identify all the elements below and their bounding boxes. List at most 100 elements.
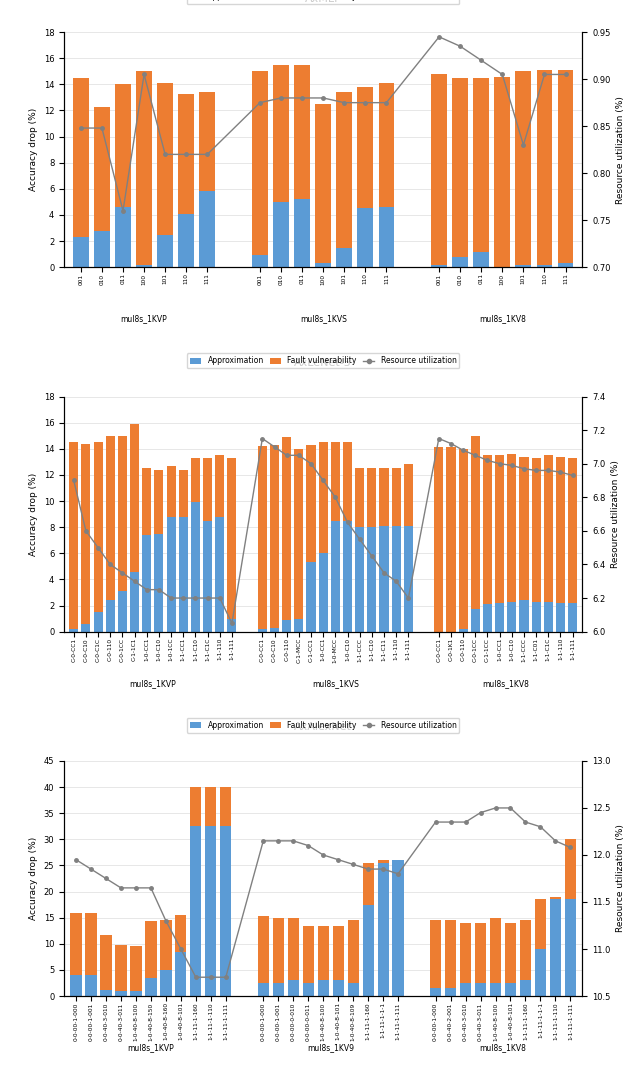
Bar bbox=[69, 629, 78, 632]
Y-axis label: Resource utilization (%): Resource utilization (%) bbox=[616, 95, 625, 203]
Bar bbox=[205, 826, 216, 996]
Title: AxAlexNet: AxAlexNet bbox=[294, 722, 352, 733]
Bar bbox=[564, 900, 576, 996]
Bar bbox=[160, 920, 172, 970]
Bar bbox=[70, 975, 82, 996]
Text: mul8s_1KV8: mul8s_1KV8 bbox=[483, 679, 529, 688]
Bar bbox=[85, 975, 97, 996]
Bar bbox=[294, 64, 310, 199]
Bar bbox=[544, 455, 553, 602]
Bar bbox=[190, 787, 202, 826]
Bar bbox=[495, 455, 504, 603]
Bar bbox=[337, 92, 352, 247]
Bar bbox=[460, 983, 471, 996]
Bar bbox=[258, 916, 269, 983]
Bar bbox=[317, 980, 329, 996]
Bar bbox=[273, 64, 289, 202]
Bar bbox=[362, 863, 374, 905]
Bar bbox=[142, 468, 151, 536]
Bar bbox=[331, 442, 340, 521]
Bar bbox=[287, 980, 299, 996]
Y-axis label: Accuracy drop (%): Accuracy drop (%) bbox=[29, 108, 38, 192]
Bar bbox=[136, 265, 152, 268]
Bar bbox=[179, 470, 188, 516]
Bar bbox=[474, 252, 489, 268]
Bar bbox=[333, 925, 344, 980]
Bar bbox=[459, 629, 468, 632]
Bar bbox=[544, 602, 553, 632]
Bar bbox=[294, 619, 303, 632]
Bar bbox=[431, 74, 447, 265]
Bar bbox=[157, 84, 173, 235]
Bar bbox=[130, 572, 139, 632]
Bar bbox=[317, 925, 329, 980]
Bar bbox=[490, 983, 501, 996]
Bar bbox=[220, 826, 232, 996]
Text: mul8s_1KVS: mul8s_1KVS bbox=[312, 679, 359, 688]
Y-axis label: Resource utilization (%): Resource utilization (%) bbox=[611, 461, 620, 568]
Bar bbox=[273, 202, 289, 268]
Bar bbox=[175, 952, 186, 996]
Bar bbox=[557, 70, 573, 263]
Bar bbox=[282, 437, 291, 620]
Legend: Approximation, Fault vulnerability, Resource utilization: Approximation, Fault vulnerability, Reso… bbox=[187, 353, 460, 368]
Bar bbox=[343, 521, 352, 632]
Text: mul8s_1KVP: mul8s_1KVP bbox=[121, 314, 168, 323]
Bar bbox=[520, 456, 529, 600]
Bar bbox=[73, 237, 89, 268]
Bar bbox=[435, 448, 444, 632]
Bar bbox=[205, 787, 216, 826]
Bar bbox=[483, 455, 492, 604]
Bar bbox=[131, 947, 141, 991]
Bar bbox=[536, 265, 552, 268]
Text: mul8s_1KV9: mul8s_1KV9 bbox=[307, 1043, 354, 1052]
Bar bbox=[215, 516, 225, 632]
Bar bbox=[93, 612, 102, 632]
Bar bbox=[118, 436, 127, 591]
Bar bbox=[220, 787, 232, 826]
Bar bbox=[252, 72, 268, 256]
Title: AxLeNet-5: AxLeNet-5 bbox=[294, 358, 352, 368]
Bar bbox=[505, 923, 516, 983]
Bar bbox=[287, 918, 299, 980]
Bar bbox=[508, 454, 516, 602]
Bar bbox=[378, 207, 394, 268]
Text: mul8s_1KVS: mul8s_1KVS bbox=[300, 314, 347, 323]
Bar bbox=[532, 458, 541, 602]
Bar bbox=[362, 905, 374, 996]
Bar bbox=[94, 107, 110, 230]
Bar bbox=[73, 78, 89, 237]
Bar bbox=[520, 920, 531, 980]
Bar bbox=[378, 860, 388, 863]
Bar bbox=[392, 526, 401, 632]
Bar bbox=[343, 442, 352, 521]
Bar bbox=[475, 923, 486, 983]
Bar bbox=[445, 920, 456, 989]
Bar bbox=[568, 603, 577, 632]
Bar bbox=[303, 925, 314, 983]
Bar bbox=[270, 444, 279, 628]
Bar bbox=[130, 424, 139, 572]
Bar bbox=[227, 619, 237, 632]
Bar bbox=[258, 983, 269, 996]
Bar bbox=[358, 87, 373, 209]
Bar bbox=[495, 603, 504, 632]
Bar bbox=[307, 562, 316, 632]
Bar bbox=[348, 983, 359, 996]
Bar bbox=[93, 442, 102, 612]
Bar bbox=[515, 265, 531, 268]
Bar bbox=[564, 840, 576, 900]
Bar bbox=[179, 516, 188, 632]
Bar bbox=[505, 983, 516, 996]
Text: mul8s_1KVP: mul8s_1KVP bbox=[127, 1043, 174, 1052]
Bar bbox=[556, 456, 565, 603]
Bar bbox=[273, 918, 284, 983]
Bar bbox=[106, 600, 115, 632]
Bar bbox=[200, 92, 215, 192]
Bar bbox=[154, 533, 163, 632]
Bar bbox=[166, 516, 175, 632]
Bar bbox=[445, 989, 456, 996]
Bar bbox=[358, 209, 373, 268]
Bar bbox=[191, 458, 200, 502]
Bar bbox=[282, 620, 291, 632]
